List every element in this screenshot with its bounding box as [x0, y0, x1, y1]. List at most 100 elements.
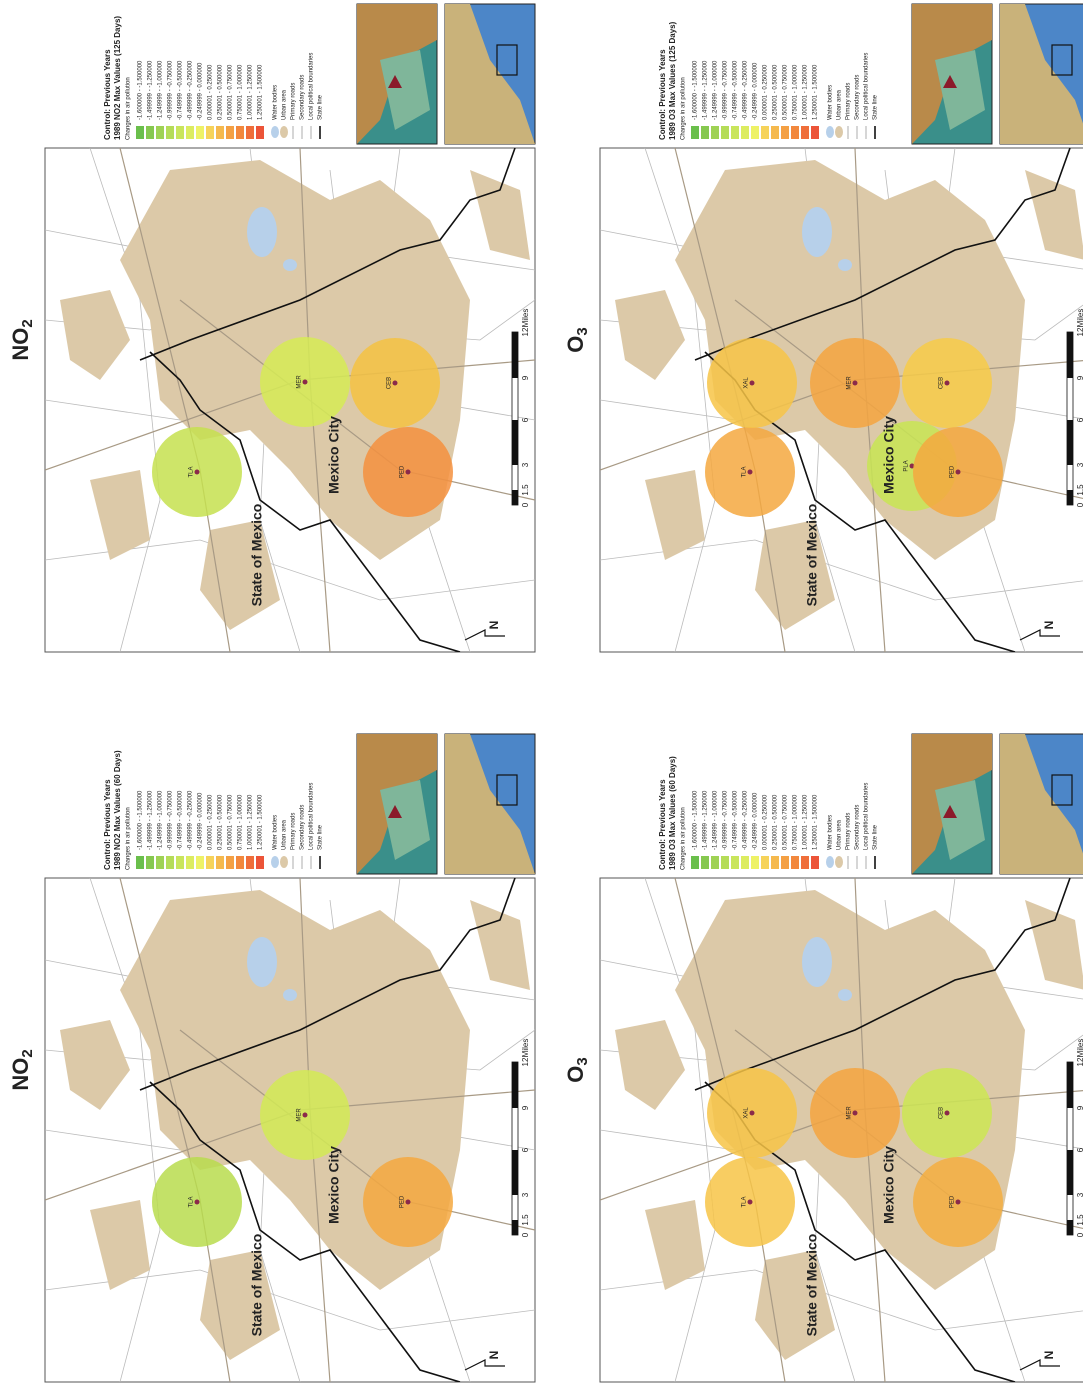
scale-bar-segment	[512, 420, 518, 465]
scale-label: 0	[1076, 502, 1083, 507]
legend-swatch	[186, 126, 194, 139]
legend-heading: Changes in air pollution	[681, 77, 687, 140]
legend-swatch	[156, 126, 164, 139]
legend-title: Control: Previous Years	[103, 779, 112, 870]
legend-feature: Primary roads	[291, 813, 297, 850]
scale-unit: Miles	[1076, 309, 1083, 328]
title-text: NO	[8, 1058, 33, 1091]
panel-title: O3	[563, 1057, 591, 1082]
legend-swatch	[771, 126, 779, 139]
station-point	[956, 1200, 961, 1205]
scale-unit: Miles	[521, 309, 530, 328]
station-label: XAL	[744, 1107, 750, 1119]
station-point	[853, 381, 858, 386]
station-point	[748, 470, 753, 475]
legend-class: -1.499999 - -1.250000	[703, 60, 709, 120]
station-point	[406, 1200, 411, 1205]
legend-class: -1.499999 - -1.250000	[148, 790, 154, 850]
legend-swatch	[156, 856, 164, 869]
legend-class: 1.250001 - 1.500000	[813, 64, 819, 120]
title-text: NO	[8, 328, 33, 361]
legend-swatch	[741, 126, 749, 139]
scale-label: 9	[521, 375, 530, 380]
scale-label: 6	[1076, 1147, 1083, 1152]
legend-swatch	[246, 126, 254, 139]
station-label: PED	[950, 465, 956, 478]
station-label: MER	[847, 1106, 853, 1120]
scale-bar-segment	[512, 490, 518, 505]
legend-symbol	[271, 126, 279, 138]
legend-swatch	[226, 856, 234, 869]
scale-bar-segment	[512, 332, 518, 378]
legend-feature: Water bodies	[828, 815, 834, 850]
water-body	[802, 937, 832, 987]
legend-class: 1.000001 - 1.250000	[803, 64, 809, 120]
legend-swatch	[196, 126, 204, 139]
legend-swatch	[166, 126, 174, 139]
legend-class: 1.000001 - 1.250000	[248, 794, 254, 850]
legend-symbol	[280, 126, 288, 138]
legend-swatch	[176, 856, 184, 869]
legend-feature: State line	[318, 94, 324, 120]
legend-subtitle: 1989 NO2 Max Values (125 Days)	[113, 16, 122, 140]
legend-swatch	[731, 126, 739, 139]
legend-swatch	[136, 126, 144, 139]
legend-swatch	[691, 126, 699, 139]
legend-feature: Secondary roads	[855, 805, 861, 850]
legend-feature: Urban area	[837, 819, 843, 850]
legend-swatch	[781, 126, 789, 139]
legend-swatch	[226, 126, 234, 139]
legend-class: 0.750001 - 1.000000	[793, 64, 799, 120]
place-name: State of Mexico	[804, 1234, 820, 1337]
legend-class: 0.500001 - 0.750000	[783, 794, 789, 850]
legend-feature: Water bodies	[273, 85, 279, 120]
legend-class: -1.600000 - -1.500000	[138, 790, 144, 850]
legend-subtitle: 1989 NO2 Max Values (60 Days)	[113, 750, 122, 870]
station-point	[406, 470, 411, 475]
scale-bar-segment	[512, 1062, 518, 1108]
water-body	[838, 259, 852, 271]
legend-swatch	[246, 856, 254, 869]
title-subscript: 3	[574, 327, 591, 335]
legend-subtitle: 1989 O3 Max Values (125 Days)	[668, 21, 677, 140]
legend-swatch	[136, 856, 144, 869]
legend-class: -1.499999 - -1.250000	[703, 790, 709, 850]
legend-class: -0.999999 - -0.750000	[168, 790, 174, 850]
legend-swatch	[701, 856, 709, 869]
legend-class: 0.000001 - 0.250000	[208, 794, 214, 850]
station-label: TLA	[742, 466, 748, 477]
place-name: State of Mexico	[249, 504, 265, 607]
scale-label: 1.5	[521, 1214, 530, 1226]
legend-heading: Changes in air pollution	[681, 807, 687, 870]
legend-swatch	[196, 856, 204, 869]
place-name: State of Mexico	[249, 1234, 265, 1337]
place-name: Mexico City	[881, 416, 897, 494]
water-body	[802, 207, 832, 257]
water-body	[247, 207, 277, 257]
scale-label: 12	[1076, 327, 1083, 336]
place-name: State of Mexico	[804, 504, 820, 607]
legend-feature: State line	[873, 824, 879, 850]
station-label: CEB	[939, 377, 945, 389]
place-name: Mexico City	[326, 1146, 342, 1224]
legend-title: Control: Previous Years	[658, 779, 667, 870]
station-label: TLA	[189, 1196, 195, 1207]
scale-label: 12	[521, 1057, 530, 1066]
scale-bar-segment	[1067, 1062, 1073, 1108]
legend-feature: Water bodies	[273, 815, 279, 850]
legend-symbol	[280, 856, 288, 868]
water-body	[283, 989, 297, 1001]
scale-label: 0	[521, 502, 530, 507]
station-label: TLA	[742, 1196, 748, 1207]
legend-swatch	[761, 856, 769, 869]
legend-feature: Secondary roads	[300, 805, 306, 850]
legend-swatch	[146, 856, 154, 869]
legend-class: 0.750001 - 1.000000	[238, 64, 244, 120]
legend-feature: Water bodies	[828, 85, 834, 120]
title-subscript: 3	[574, 1057, 591, 1065]
legend-swatch	[811, 856, 819, 869]
legend-feature: Local political boundaries	[309, 53, 315, 120]
legend-swatch	[731, 856, 739, 869]
legend-swatch	[236, 856, 244, 869]
